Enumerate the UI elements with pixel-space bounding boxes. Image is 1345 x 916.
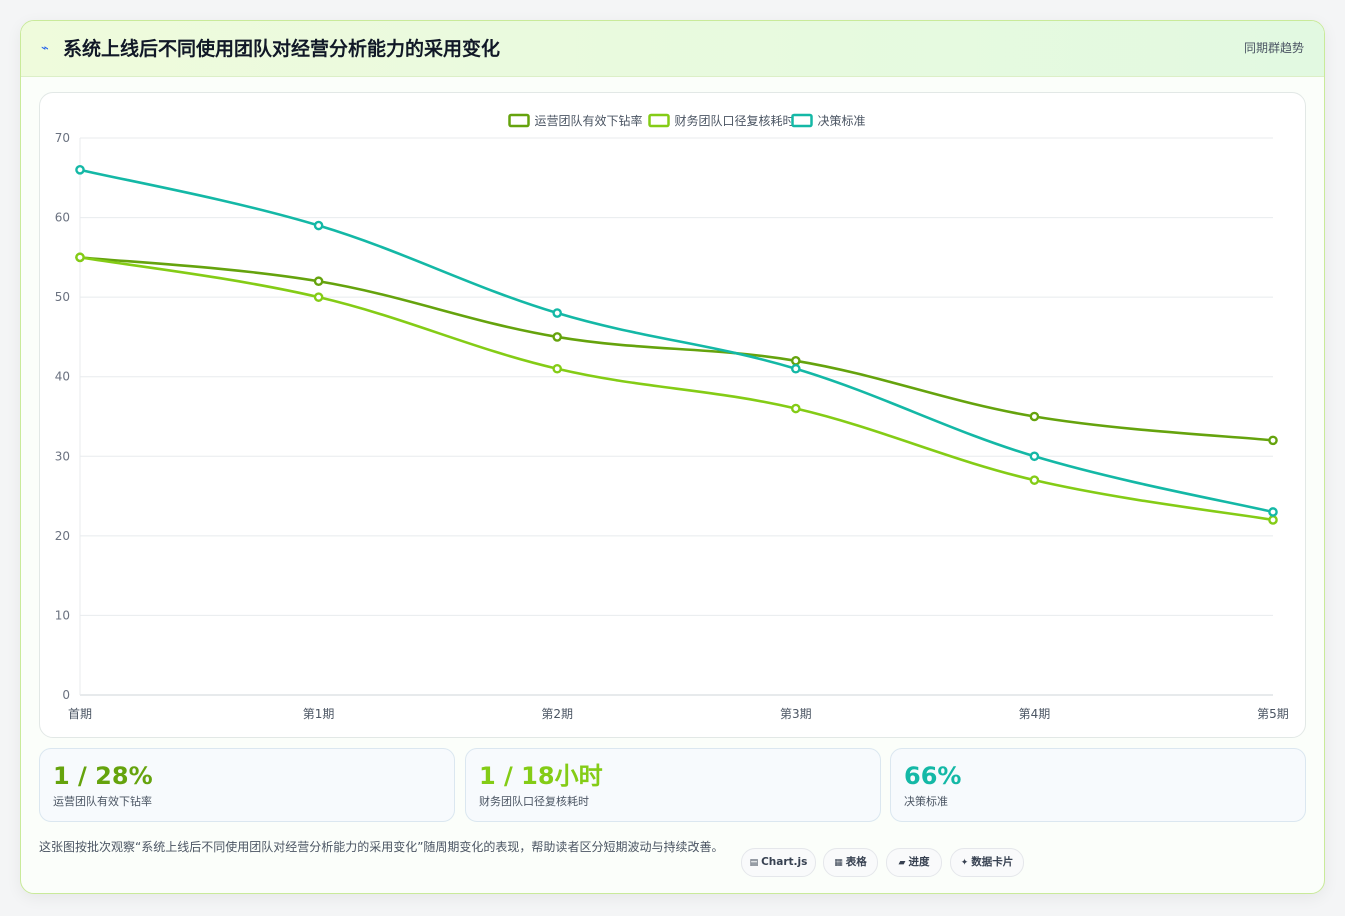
x-tick-label: 第1期 bbox=[303, 707, 335, 721]
legend-label: 运营团队有效下钻率 bbox=[535, 113, 643, 128]
y-tick-label: 0 bbox=[62, 688, 70, 702]
tag-label: Chart.js bbox=[761, 856, 808, 868]
data-point bbox=[75, 252, 85, 263]
x-tick-label: 第2期 bbox=[541, 707, 573, 721]
stat-card-ops-drilldown: 1 / 28% 运营团队有效下钻率 bbox=[39, 748, 455, 822]
card-header: ⌁ 系统上线后不同使用团队对经营分析能力的采用变化 同期群趋势 bbox=[21, 21, 1324, 77]
legend-label: 财务团队口径复核耗时 bbox=[675, 113, 795, 128]
tag-progress[interactable]: ▰ 进度 bbox=[886, 848, 942, 877]
legend-swatch bbox=[791, 113, 813, 128]
lightning-icon: ⌁ bbox=[41, 41, 49, 56]
stat-value: 66% bbox=[904, 762, 962, 790]
chart-card: ⌁ 系统上线后不同使用团队对经营分析能力的采用变化 同期群趋势 0 10 20 30 4… bbox=[20, 20, 1325, 894]
data-card-icon: ✦ bbox=[960, 858, 969, 868]
chartjs-icon: ▤ bbox=[749, 858, 759, 868]
stat-card-finance-review: 1 / 18小时 财务团队口径复核耗时 bbox=[465, 748, 881, 822]
data-point bbox=[1029, 451, 1040, 462]
x-tick-label: 第5期 bbox=[1257, 707, 1289, 721]
x-tick-label: 第4期 bbox=[1019, 707, 1051, 721]
line-chart: 0 10 20 30 40 50 60 70 首期 第1期 第2期 第3期 第4期 第5期 运营团队有效下钻… bbox=[55, 113, 1289, 721]
data-point bbox=[1268, 507, 1278, 517]
y-tick-label: 50 bbox=[55, 290, 70, 304]
data-point bbox=[552, 363, 563, 374]
legend-swatch bbox=[648, 113, 670, 128]
progress-icon: ▰ bbox=[898, 858, 906, 868]
series-line-1 bbox=[79, 256, 1274, 442]
data-point bbox=[313, 220, 324, 231]
y-tick-label: 20 bbox=[55, 529, 70, 543]
data-point bbox=[75, 165, 85, 175]
tag-data-card[interactable]: ✦ 数据卡片 bbox=[950, 848, 1024, 877]
stat-label: 财务团队口径复核耗时 bbox=[479, 795, 589, 808]
data-point bbox=[552, 332, 563, 342]
y-tick-label: 70 bbox=[55, 131, 70, 145]
stat-value: 1 / 18小时 bbox=[479, 762, 603, 790]
data-point bbox=[1268, 435, 1278, 446]
stat-label: 运营团队有效下钻率 bbox=[53, 795, 152, 808]
stat-label: 决策标准 bbox=[904, 795, 948, 808]
stat-value: 1 / 28% bbox=[53, 762, 153, 790]
tag-label: 表格 bbox=[845, 856, 867, 868]
data-point bbox=[1029, 475, 1040, 485]
y-tick-label: 40 bbox=[55, 370, 70, 384]
y-tick-label: 60 bbox=[55, 211, 70, 225]
line-chart-panel: 0 10 20 30 40 50 60 70 首期 第1期 第2期 第3期 第4期 第5期 运营团队有效下钻… bbox=[39, 92, 1306, 738]
table-icon: ▦ bbox=[834, 858, 843, 868]
tag-chartjs[interactable]: ▤ Chart.js bbox=[741, 848, 816, 877]
data-point bbox=[1029, 411, 1040, 422]
data-point bbox=[313, 292, 324, 302]
legend-label: 决策标准 bbox=[818, 114, 866, 128]
series-line-2 bbox=[79, 256, 1274, 522]
tag-table[interactable]: ▦ 表格 bbox=[823, 848, 878, 877]
cohort-trend-tag: 同期群趋势 bbox=[1243, 41, 1304, 55]
y-tick-label: 10 bbox=[55, 608, 70, 622]
tag-label: 进度 bbox=[908, 856, 930, 868]
data-point bbox=[791, 403, 801, 414]
x-tick-label: 首期 bbox=[68, 707, 92, 721]
y-tick-label: 30 bbox=[55, 449, 70, 463]
chart-description: 这张图按批次观察“系统上线后不同使用团队对经营分析能力的采用变化”随周期变化的表… bbox=[39, 840, 724, 854]
data-point bbox=[313, 276, 324, 287]
x-tick-label: 第3期 bbox=[780, 707, 812, 721]
data-point bbox=[1268, 515, 1278, 525]
stat-card-decision-standard: 66% 决策标准 bbox=[890, 748, 1306, 822]
data-point bbox=[552, 308, 563, 318]
data-point bbox=[791, 355, 801, 366]
data-point bbox=[791, 363, 801, 374]
series-line-3 bbox=[79, 168, 1274, 514]
chart-title: 系统上线后不同使用团队对经营分析能力的采用变化 bbox=[63, 38, 501, 60]
tag-label: 数据卡片 bbox=[971, 856, 1014, 868]
legend-swatch bbox=[508, 113, 530, 128]
